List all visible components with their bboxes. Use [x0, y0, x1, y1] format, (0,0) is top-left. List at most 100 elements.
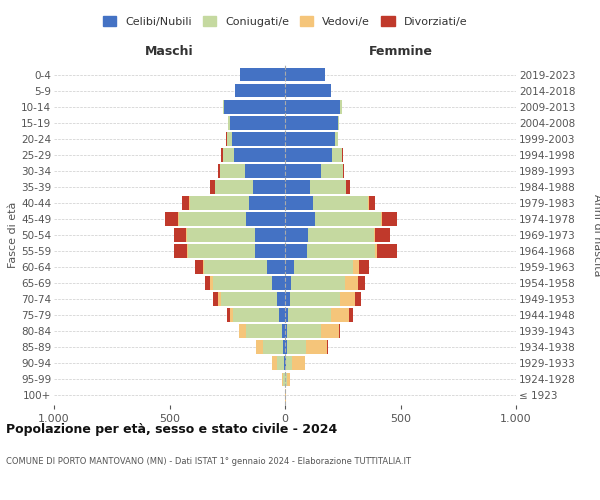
Bar [210, 276, 214, 290]
Bar [282, 372, 283, 386]
Bar [343, 164, 344, 177]
Bar [223, 100, 224, 114]
Bar [283, 372, 284, 386]
Bar [281, 324, 285, 338]
Bar [249, 196, 285, 209]
Bar [287, 372, 290, 386]
Bar [277, 356, 284, 370]
Bar [204, 260, 266, 274]
Bar [355, 292, 361, 306]
Bar [313, 196, 368, 209]
Bar [341, 148, 343, 162]
Bar [189, 196, 190, 209]
Bar [331, 308, 349, 322]
Bar [230, 116, 285, 130]
Bar [179, 212, 246, 226]
Bar [285, 148, 332, 162]
Bar [227, 308, 230, 322]
Bar [245, 164, 285, 177]
Bar [285, 356, 286, 370]
Bar [214, 292, 218, 306]
Bar [381, 212, 382, 226]
Bar [218, 164, 220, 177]
Bar [321, 164, 343, 177]
Bar [338, 116, 339, 130]
Bar [306, 340, 326, 354]
Bar [310, 180, 346, 194]
Bar [235, 84, 285, 98]
Y-axis label: Anni di nascita: Anni di nascita [592, 194, 600, 276]
Bar [266, 260, 285, 274]
Bar [283, 340, 285, 354]
Bar [292, 356, 305, 370]
Bar [321, 324, 339, 338]
Bar [353, 260, 359, 274]
Bar [285, 164, 321, 177]
Bar [263, 340, 283, 354]
Bar [174, 228, 185, 242]
Bar [382, 212, 397, 226]
Bar [285, 116, 338, 130]
Bar [233, 308, 279, 322]
Bar [187, 244, 188, 258]
Bar [285, 308, 289, 322]
Bar [340, 100, 341, 114]
Bar [185, 228, 187, 242]
Bar [285, 324, 287, 338]
Bar [332, 148, 341, 162]
Bar [289, 308, 331, 322]
Bar [195, 260, 203, 274]
Bar [224, 100, 285, 114]
Bar [307, 244, 375, 258]
Bar [358, 276, 365, 290]
Bar [370, 196, 375, 209]
Bar [359, 260, 370, 274]
Bar [246, 212, 285, 226]
Bar [227, 132, 232, 145]
Bar [240, 68, 285, 82]
Bar [340, 292, 355, 306]
Bar [221, 292, 277, 306]
Bar [205, 276, 210, 290]
Bar [230, 308, 233, 322]
Bar [218, 292, 221, 306]
Legend: Celibi/Nubili, Coniugati/e, Vedovi/e, Divorziati/e: Celibi/Nubili, Coniugati/e, Vedovi/e, Di… [103, 16, 467, 27]
Bar [232, 132, 285, 145]
Bar [346, 180, 350, 194]
Bar [182, 196, 189, 209]
Bar [290, 292, 340, 306]
Bar [339, 324, 340, 338]
Bar [315, 212, 381, 226]
Bar [285, 196, 313, 209]
Bar [220, 164, 245, 177]
Bar [239, 324, 246, 338]
Bar [285, 180, 310, 194]
Bar [285, 260, 294, 274]
Y-axis label: Fasce di età: Fasce di età [8, 202, 18, 268]
Bar [272, 276, 285, 290]
Bar [285, 244, 307, 258]
Bar [375, 244, 377, 258]
Text: COMUNE DI PORTO MANTOVANO (MN) - Dati ISTAT 1° gennaio 2024 - Elaborazione TUTTI: COMUNE DI PORTO MANTOVANO (MN) - Dati IS… [6, 458, 411, 466]
Bar [308, 228, 374, 242]
Bar [285, 100, 340, 114]
Bar [368, 196, 370, 209]
Bar [277, 292, 285, 306]
Bar [285, 84, 331, 98]
Bar [285, 68, 325, 82]
Bar [286, 356, 292, 370]
Bar [287, 324, 321, 338]
Bar [229, 116, 230, 130]
Bar [215, 180, 253, 194]
Bar [178, 212, 179, 226]
Bar [246, 324, 281, 338]
Bar [285, 276, 291, 290]
Bar [165, 212, 178, 226]
Bar [256, 340, 263, 354]
Bar [285, 292, 290, 306]
Bar [234, 148, 285, 162]
Bar [223, 148, 234, 162]
Bar [285, 228, 308, 242]
Bar [349, 308, 353, 322]
Bar [221, 148, 223, 162]
